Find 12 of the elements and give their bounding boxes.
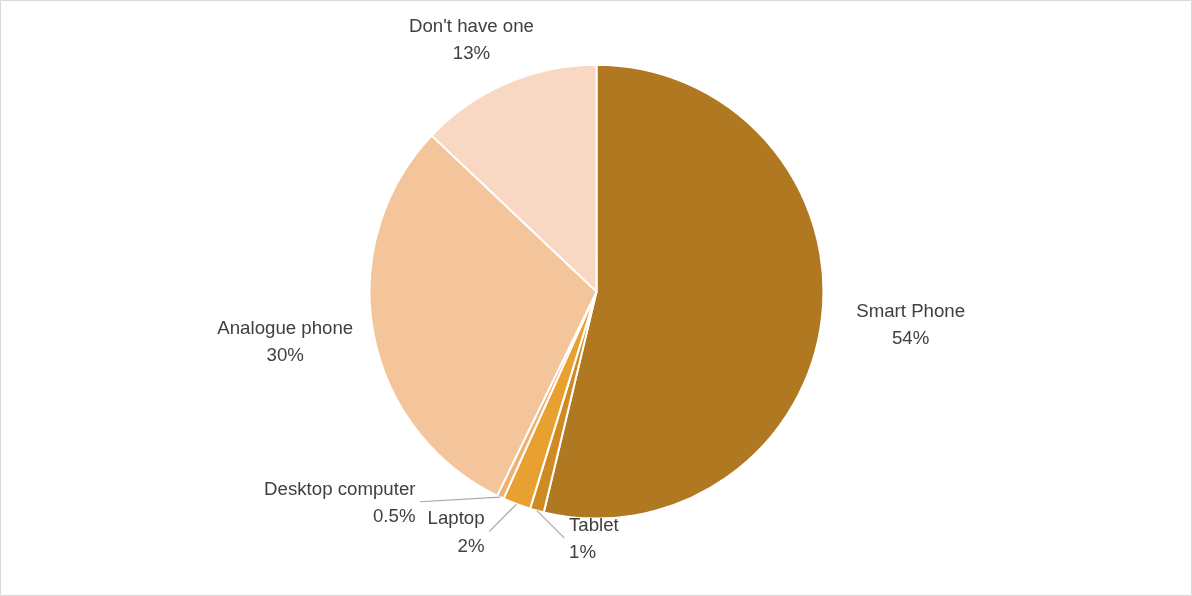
data-label: 13%	[452, 42, 491, 64]
data-label: 1%	[569, 541, 596, 563]
slice-label: Don't have one	[409, 14, 534, 36]
data-label: 30%	[266, 343, 304, 365]
slice-label: Desktop computer	[264, 477, 416, 499]
data-label: 0.5%	[372, 504, 416, 526]
slice-label: Tablet	[569, 513, 620, 535]
data-label: 2%	[457, 534, 485, 556]
slice-label: Analogue phone	[217, 316, 354, 338]
data-label: 54%	[892, 326, 930, 348]
slice-label: Smart Phone	[856, 299, 966, 321]
slice-label: Laptop	[427, 507, 485, 529]
